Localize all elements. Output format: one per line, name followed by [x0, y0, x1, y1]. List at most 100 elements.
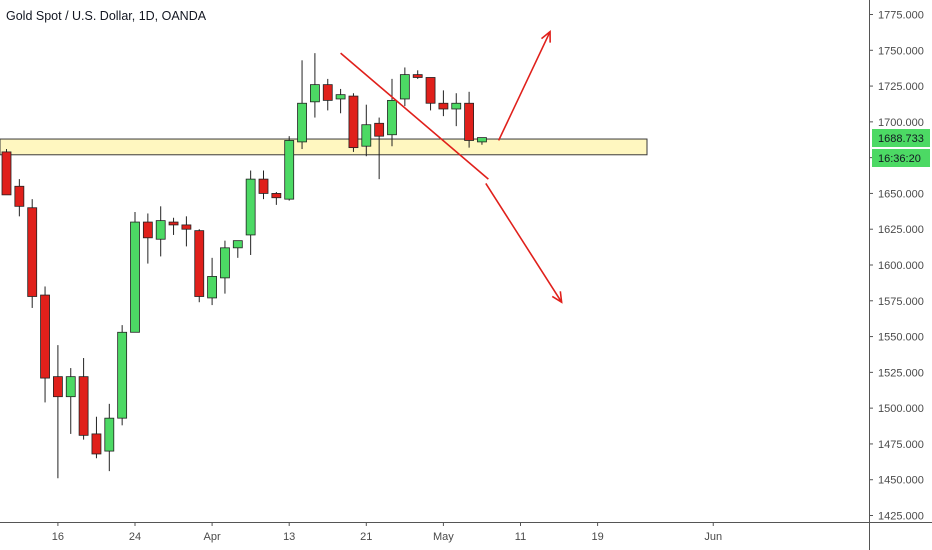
price-tick-label: 1700.000 [878, 117, 924, 129]
candle[interactable] [258, 170, 269, 200]
candle-body [27, 207, 38, 297]
candle[interactable] [168, 217, 179, 235]
candle[interactable] [1, 149, 12, 196]
candle[interactable] [464, 91, 475, 148]
candle-body [14, 185, 25, 207]
countdown-tag[interactable]: 16:36:20 [872, 149, 930, 167]
price-tick-label: 1425.000 [878, 511, 924, 523]
candle[interactable] [309, 53, 320, 118]
arrow-up[interactable] [497, 30, 551, 141]
candle[interactable] [322, 78, 333, 111]
candle[interactable] [374, 117, 385, 180]
last-price-tag-bg [872, 129, 930, 147]
candle-body [91, 433, 102, 455]
price-tick-label: 1775.000 [878, 10, 924, 22]
candle[interactable] [412, 70, 423, 79]
price-tick-label: 1600.000 [878, 260, 924, 272]
candle-body [399, 74, 410, 100]
price-tick-label: 1475.000 [878, 439, 924, 451]
candle[interactable] [181, 216, 192, 247]
arrow-up-shaft [497, 31, 551, 141]
candle-body [40, 294, 50, 379]
last-price-tag-text: 1688.733 [878, 133, 924, 145]
candle[interactable] [232, 240, 243, 258]
candle-body [142, 221, 153, 239]
candle[interactable] [451, 93, 462, 127]
candle-body [194, 230, 205, 297]
candle[interactable] [78, 358, 89, 440]
candle[interactable] [425, 77, 436, 111]
countdown-tag-bg [872, 149, 930, 167]
candle[interactable] [477, 137, 487, 145]
candle[interactable] [91, 416, 102, 459]
candle[interactable] [335, 88, 346, 114]
candle-body [271, 193, 282, 199]
arrow-up-head [540, 30, 551, 43]
candle[interactable] [53, 345, 63, 479]
candle-body [65, 376, 76, 398]
trendline[interactable] [340, 52, 489, 180]
price-tick-label: 1450.000 [878, 475, 924, 487]
candle-body [245, 178, 256, 236]
candle-body [348, 95, 359, 149]
candle[interactable] [361, 104, 372, 157]
candle[interactable] [27, 199, 38, 308]
candle-body [258, 178, 269, 194]
candle-body [412, 74, 423, 78]
candle[interactable] [297, 60, 307, 150]
candle[interactable] [117, 325, 128, 426]
candle-body [181, 224, 192, 230]
candle-body [284, 140, 295, 200]
candle-body [207, 276, 218, 299]
candle[interactable] [142, 213, 153, 264]
time-tick-label: 24 [129, 531, 141, 543]
arrow-down-head [551, 291, 563, 304]
price-tick-label: 1625.000 [878, 224, 924, 236]
candle-body [451, 102, 462, 110]
candle[interactable] [245, 170, 256, 255]
candle[interactable] [194, 229, 205, 303]
candle[interactable] [130, 212, 140, 333]
candle[interactable] [271, 191, 282, 205]
last-price-tag[interactable]: 1688.733 [872, 129, 930, 147]
candle[interactable] [438, 90, 449, 117]
arrow-down[interactable] [485, 182, 563, 304]
candle-body [438, 102, 449, 110]
candle[interactable] [387, 78, 397, 147]
time-tick-label: 21 [360, 531, 372, 543]
candle[interactable] [207, 257, 218, 306]
candle[interactable] [220, 240, 230, 294]
candle[interactable] [399, 67, 410, 107]
candle[interactable] [284, 136, 295, 201]
time-tick-label: 16 [52, 531, 64, 543]
candle-body [425, 77, 436, 104]
candle-body [322, 84, 333, 101]
support-zone[interactable] [0, 138, 648, 156]
candle-body [104, 417, 115, 452]
candle[interactable] [348, 93, 359, 152]
time-tick-label: 19 [591, 531, 603, 543]
candle[interactable] [155, 206, 166, 257]
chart-title: Gold Spot / U.S. Dollar, 1D, OANDA [6, 9, 207, 23]
candle-body [168, 221, 179, 226]
candle[interactable] [40, 286, 50, 403]
price-tick-label: 1750.000 [878, 45, 924, 57]
price-tick-label: 1725.000 [878, 81, 924, 93]
price-tick-label: 1650.000 [878, 188, 924, 200]
candle-body [117, 331, 128, 419]
time-tick-label: Jun [704, 531, 722, 543]
candle-body [78, 376, 89, 436]
candle-body [464, 102, 475, 141]
candle[interactable] [14, 179, 25, 217]
candle-body [335, 94, 346, 100]
price-tick-label: 1550.000 [878, 332, 924, 344]
candle[interactable] [104, 403, 115, 472]
price-tick-label: 1500.000 [878, 403, 924, 415]
candle[interactable] [65, 368, 76, 434]
time-tick-label: 11 [515, 531, 526, 543]
candle-body [309, 84, 320, 103]
price-tick-label: 1525.000 [878, 367, 924, 379]
candle-body [130, 221, 140, 333]
candle-body [374, 122, 385, 137]
